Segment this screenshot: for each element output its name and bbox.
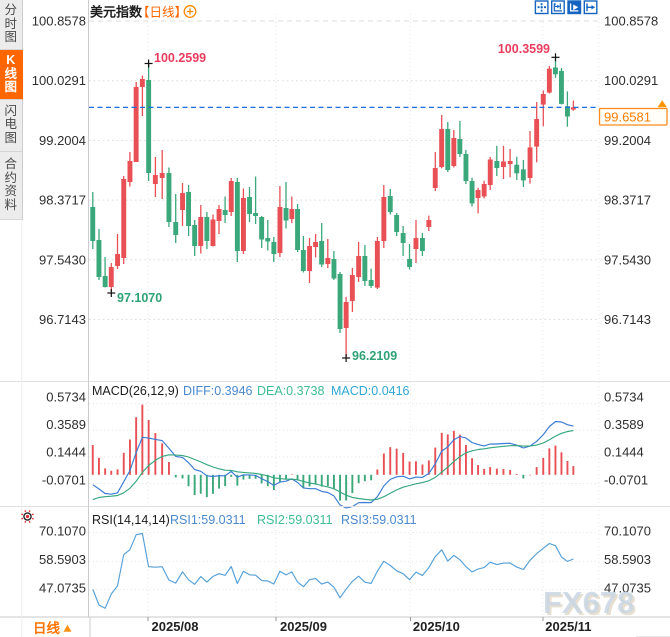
svg-text:98.3717: 98.3717 (39, 193, 86, 208)
svg-text:97.5430: 97.5430 (39, 252, 86, 267)
svg-text:58.5903: 58.5903 (604, 552, 651, 567)
svg-text:RSI(14,14,14): RSI(14,14,14) (92, 513, 170, 527)
svg-text:DEA:0.3738: DEA:0.3738 (257, 384, 324, 398)
svg-text:【日线】: 【日线】 (137, 6, 187, 20)
svg-text:2025/09: 2025/09 (280, 619, 327, 634)
svg-text:100.0291: 100.0291 (32, 73, 86, 88)
svg-text:RSI2:59.0311: RSI2:59.0311 (257, 513, 333, 527)
svg-text:96.7143: 96.7143 (39, 312, 86, 327)
svg-text:96.2109: 96.2109 (352, 349, 397, 363)
svg-text:2025/10: 2025/10 (413, 619, 460, 634)
svg-text:FX678: FX678 (545, 587, 636, 622)
svg-text:2025/11: 2025/11 (545, 619, 591, 634)
svg-text:RSI3:59.0311: RSI3:59.0311 (341, 513, 417, 527)
svg-text:DIFF:0.3946: DIFF:0.3946 (183, 384, 253, 398)
svg-text:日线: 日线 (33, 620, 60, 636)
svg-text:47.0735: 47.0735 (39, 581, 86, 596)
svg-text:0.3589: 0.3589 (46, 417, 86, 432)
svg-text:47.0735: 47.0735 (604, 581, 651, 596)
svg-text:70.1070: 70.1070 (604, 524, 651, 539)
svg-text:-0.0701: -0.0701 (42, 472, 86, 487)
svg-text:RSI1:59.0311: RSI1:59.0311 (170, 513, 246, 527)
svg-text:99.2004: 99.2004 (39, 133, 86, 148)
svg-text:70.1070: 70.1070 (39, 524, 86, 539)
svg-text:0.5734: 0.5734 (46, 390, 86, 405)
svg-text:美元指数: 美元指数 (90, 5, 143, 20)
svg-text:99.2004: 99.2004 (604, 133, 651, 148)
svg-text:97.5430: 97.5430 (604, 252, 651, 267)
svg-text:0.5734: 0.5734 (604, 390, 644, 405)
svg-text:MACD(26,12,9): MACD(26,12,9) (92, 384, 179, 398)
svg-text:-0.0701: -0.0701 (604, 472, 648, 487)
svg-text:100.0291: 100.0291 (604, 73, 658, 88)
svg-text:99.6581: 99.6581 (604, 110, 651, 125)
svg-text:2025/08: 2025/08 (152, 619, 199, 634)
svg-text:58.5903: 58.5903 (39, 552, 86, 567)
svg-text:100.8578: 100.8578 (32, 14, 86, 29)
svg-text:FX678: FX678 (543, 585, 634, 620)
svg-text:98.3717: 98.3717 (604, 193, 651, 208)
svg-text:100.2599: 100.2599 (154, 51, 206, 65)
svg-text:96.7143: 96.7143 (604, 312, 651, 327)
svg-text:97.1070: 97.1070 (117, 291, 162, 305)
svg-text:MACD:0.0416: MACD:0.0416 (331, 384, 410, 398)
svg-text:100.8578: 100.8578 (604, 14, 658, 29)
svg-text:0.3589: 0.3589 (604, 417, 644, 432)
svg-text:0.1444: 0.1444 (604, 445, 644, 460)
svg-text:0.1444: 0.1444 (46, 445, 86, 460)
svg-text:100.3599: 100.3599 (498, 42, 550, 56)
